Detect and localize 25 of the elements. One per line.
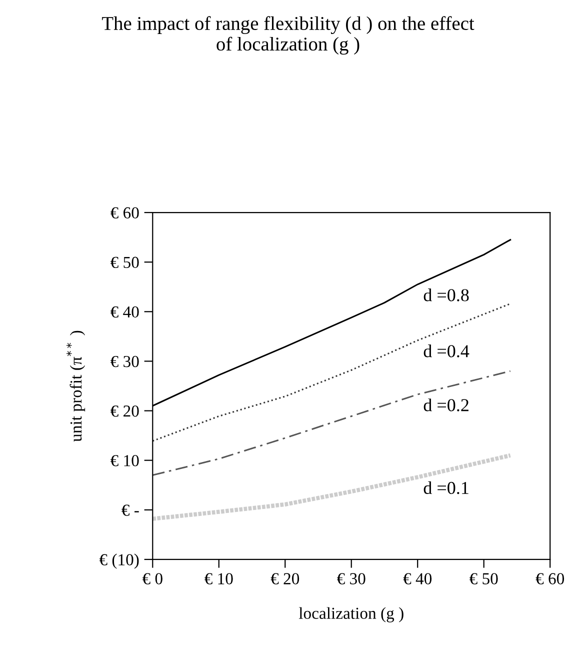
x-tick-label: € 0 bbox=[142, 573, 162, 584]
y-tick-label: € 20 bbox=[110, 405, 139, 417]
y-tick-label: € 60 bbox=[110, 207, 139, 218]
y-tick-label: € 10 bbox=[110, 455, 139, 466]
y-tick-label: € 40 bbox=[110, 306, 139, 318]
line-series bbox=[152, 370, 512, 476]
x-tick-label: € 20 bbox=[270, 573, 300, 584]
y-tick-label: € 30 bbox=[110, 356, 139, 368]
chart-title: The impact of range flexibility (d ) on the effect of localization (g ) bbox=[102, 16, 474, 55]
series-label: d =0.1 bbox=[424, 481, 468, 494]
x-tick-label: € 50 bbox=[470, 573, 498, 584]
line-series bbox=[152, 453, 512, 521]
x-axis-title: localization (g ) bbox=[298, 607, 404, 622]
x-tick-label: € 60 bbox=[536, 573, 564, 584]
series-label: d =0.4 bbox=[424, 344, 470, 358]
y-tick-label: € - bbox=[122, 504, 139, 516]
y-tick-label: € 50 bbox=[110, 256, 139, 268]
x-tick-label: € 10 bbox=[204, 573, 233, 584]
series-label: d =0.2 bbox=[424, 398, 468, 412]
series-label: d =0.8 bbox=[424, 288, 469, 302]
y-tick-label: € (10) bbox=[99, 554, 139, 569]
y-axis-title: unit profit (π$^{**}$ ) bbox=[66, 330, 86, 442]
line-series bbox=[152, 302, 512, 442]
x-tick-label: € 30 bbox=[337, 573, 366, 584]
x-tick-label: € 40 bbox=[403, 573, 432, 584]
